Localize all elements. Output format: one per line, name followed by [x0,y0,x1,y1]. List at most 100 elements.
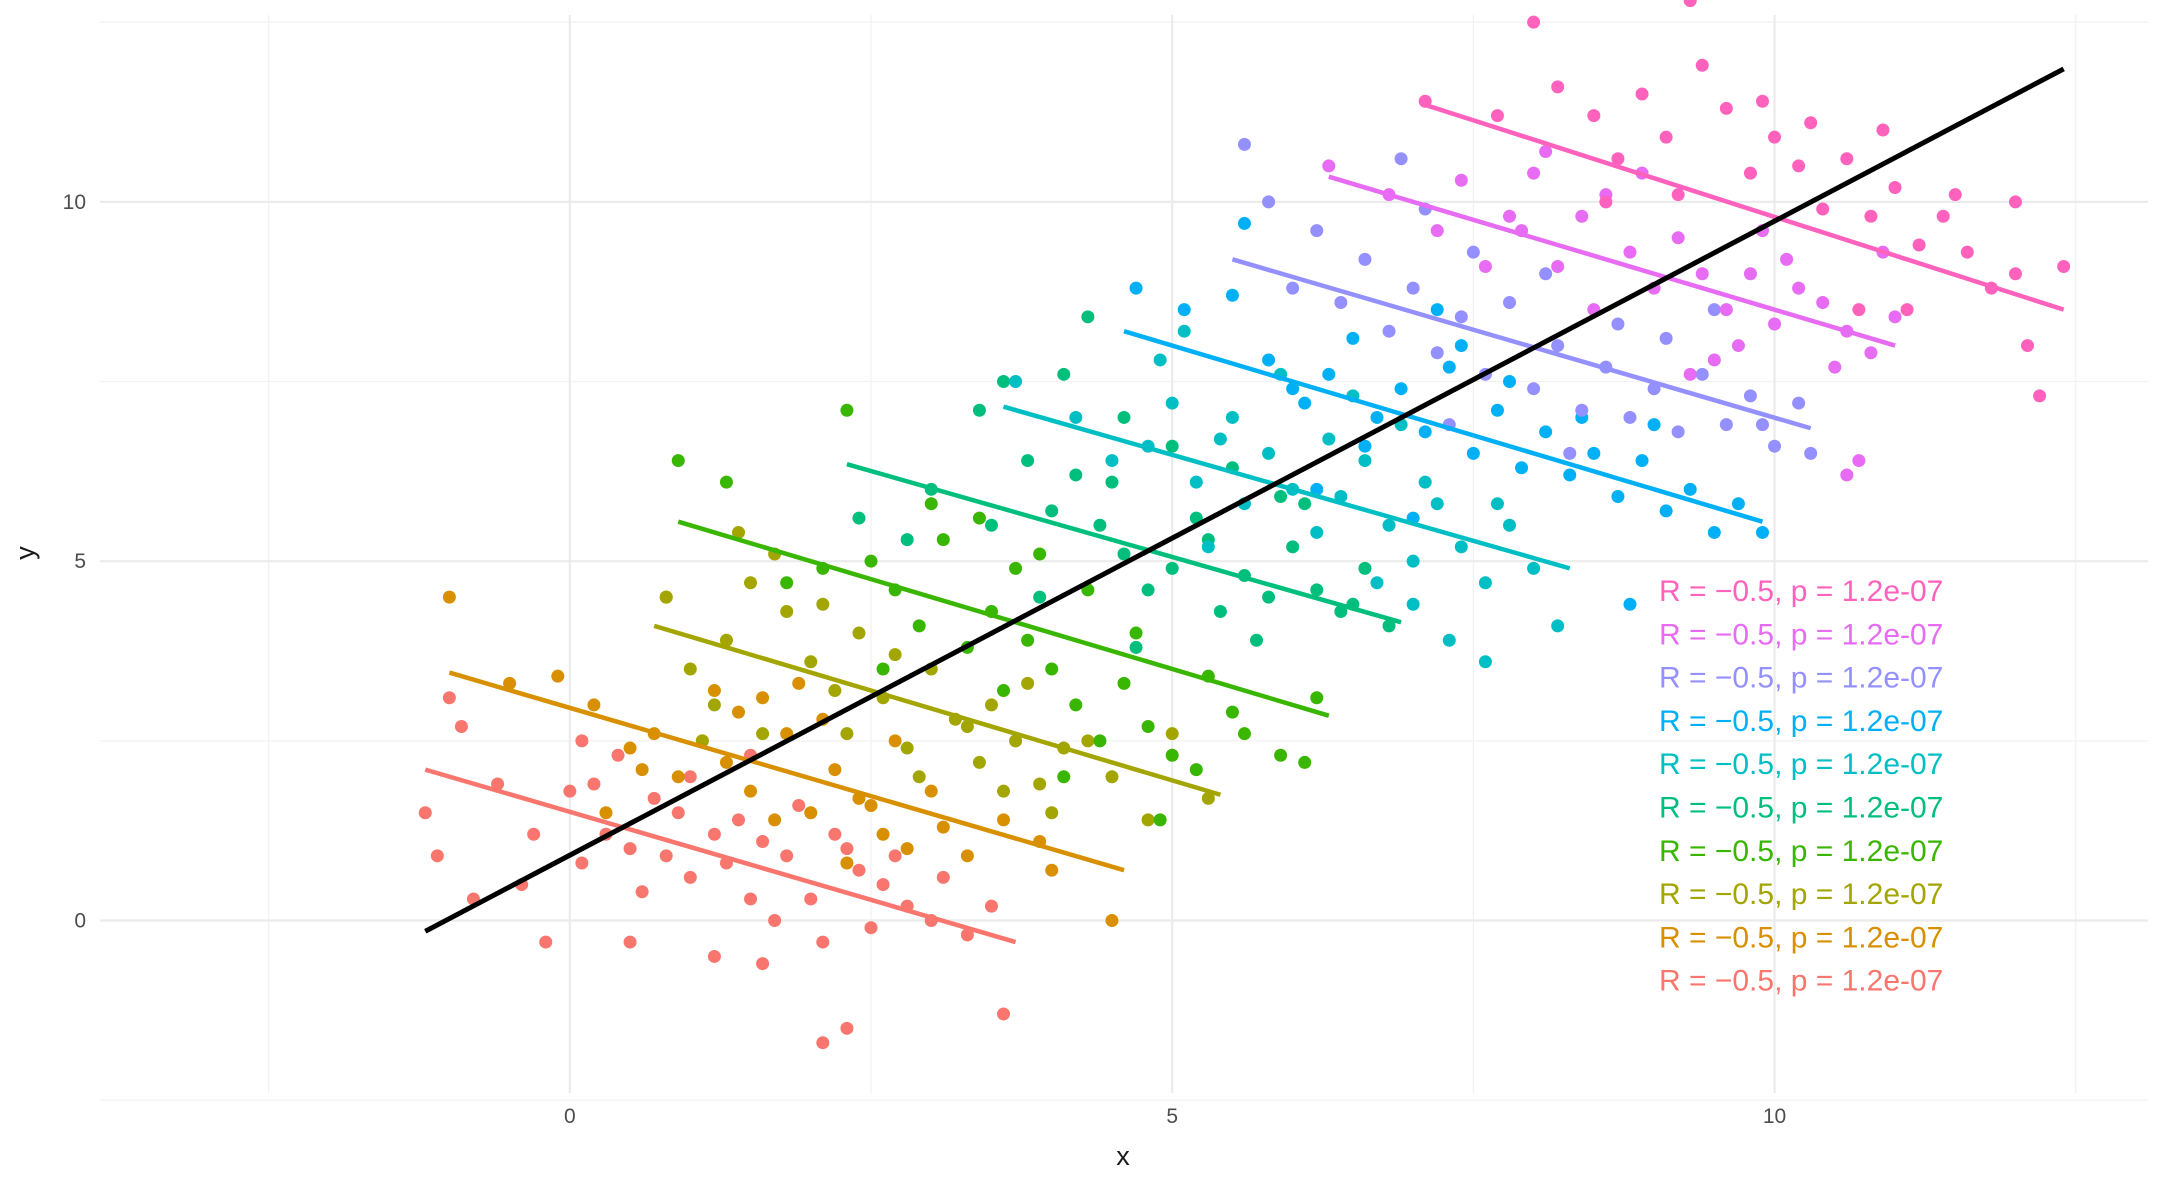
data-point [864,554,878,568]
data-point [864,799,878,813]
data-point [852,626,866,640]
data-point [768,914,782,928]
data-point [1478,655,1492,669]
data-point [852,863,866,877]
data-point [1659,331,1673,345]
stat-labels: R = −0.5, p = 1.2e-07 R = −0.5, p = 1.2e-… [1659,575,1943,998]
data-point [1406,281,1420,295]
data-point [647,791,661,805]
data-point [1454,173,1468,187]
data-point [1334,295,1348,309]
data-point [1189,763,1203,777]
data-point [1755,525,1769,539]
data-point [1225,705,1239,719]
data-point [1406,554,1420,568]
data-point [804,655,818,669]
data-point [1237,137,1251,151]
data-point [1755,94,1769,108]
y-axis-title: y [10,546,40,560]
data-point [1033,590,1047,604]
data-point [960,719,974,733]
data-point [1237,727,1251,741]
data-point [1707,303,1721,317]
data-point [1912,238,1926,252]
data-point [671,454,685,468]
data-point [1117,676,1131,690]
data-point [731,525,745,539]
data-point [1310,224,1324,238]
data-point [1310,583,1324,597]
data-point [924,784,938,798]
data-point [1310,525,1324,539]
data-point [1575,209,1589,223]
data-point [744,784,758,798]
data-point [1021,633,1035,647]
data-point [1346,331,1360,345]
data-point [1611,152,1625,166]
data-point [1719,418,1733,432]
data-point [623,741,637,755]
data-point [1165,727,1179,741]
data-point [1370,410,1384,424]
data-point [1671,425,1685,439]
data-point [1888,180,1902,194]
data-point [1069,698,1083,712]
data-point [876,662,890,676]
data-point [1201,540,1215,554]
data-point [1611,490,1625,504]
data-point [1623,410,1637,424]
data-point [1852,303,1866,317]
data-point [936,870,950,884]
data-point [707,949,721,963]
stat-label: R = −0.5, p = 1.2e-07 [1659,965,1943,998]
data-point [1262,590,1276,604]
group-fit-line [653,623,1222,797]
data-point [1021,454,1035,468]
data-point [900,842,914,856]
data-point [1105,454,1119,468]
data-point [756,727,770,741]
data-point [1659,504,1673,518]
data-point [1225,410,1239,424]
data-point [900,741,914,755]
data-point [1430,303,1444,317]
data-point [876,878,890,892]
data-point [2057,260,2071,274]
y-tick-label: 5 [74,550,86,573]
group-fit-line [448,670,1125,873]
data-point [1213,604,1227,618]
data-point [1828,360,1842,374]
data-point [840,403,854,417]
data-point [1792,396,1806,410]
data-point [1129,640,1143,654]
data-point [1358,439,1372,453]
data-point [1153,813,1167,827]
data-point [1599,195,1613,209]
data-point [575,856,589,870]
data-point [551,669,565,683]
y-tick-label: 0 [74,910,86,933]
data-point [587,777,601,791]
data-point [1394,382,1408,396]
data-point [575,734,589,748]
data-point [1237,216,1251,230]
data-point [1695,58,1709,72]
data-point [1503,209,1517,223]
overall-fit-line [424,66,2065,934]
data-point [1539,145,1553,159]
data-point [1792,159,1806,173]
data-point [1515,461,1529,475]
data-point [1165,561,1179,575]
data-point [828,827,842,841]
data-point [1695,367,1709,381]
data-point [768,813,782,827]
data-point [1454,310,1468,324]
data-point [454,719,468,733]
data-point [816,935,830,949]
data-point [1804,116,1818,130]
data-point [635,763,649,777]
data-point [984,518,998,532]
data-point [707,698,721,712]
data-point [611,748,625,762]
data-point [1069,468,1083,482]
